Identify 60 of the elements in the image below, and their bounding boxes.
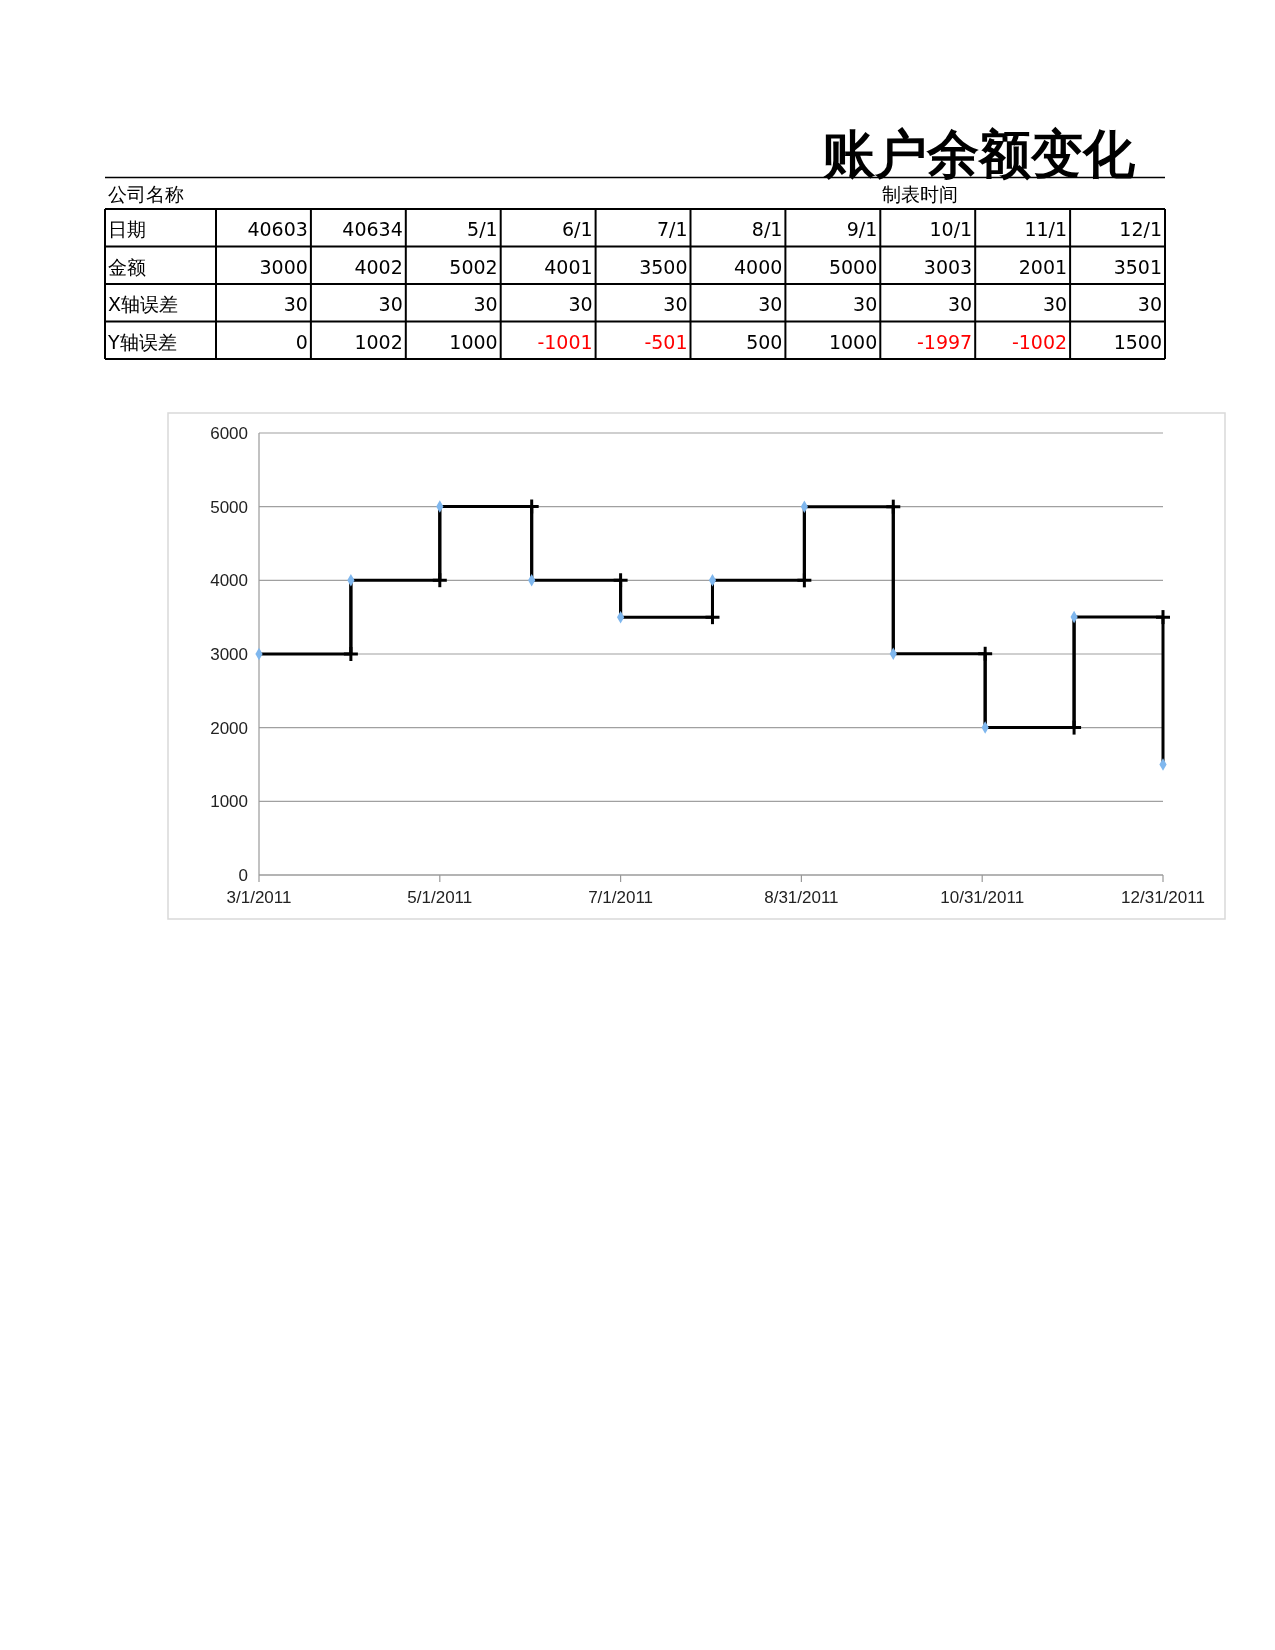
data-label: 30 bbox=[473, 293, 498, 315]
y-tick-label: 4000 bbox=[210, 571, 248, 591]
text: 制表时间 bbox=[882, 183, 959, 205]
data-label: 1000 bbox=[449, 330, 498, 353]
data-label: 30 bbox=[378, 293, 403, 315]
data-label: 30 bbox=[283, 293, 308, 315]
data-label: 1000 bbox=[828, 330, 878, 353]
data-label: 5002 bbox=[449, 255, 498, 278]
y-tick-label: 6000 bbox=[210, 424, 248, 443]
data-label: 1002 bbox=[354, 330, 403, 353]
x-tick-label: 5/1/2011 bbox=[407, 888, 473, 907]
y-tick-label: 5000 bbox=[210, 497, 248, 517]
x-tick-label: 10/31/2011 bbox=[940, 888, 1025, 907]
legend-label: 金额 bbox=[108, 255, 146, 278]
data-label: 4002 bbox=[354, 255, 403, 278]
data-label: 30 bbox=[663, 293, 688, 315]
category-label: 9/1 bbox=[846, 218, 878, 240]
data-label: 5000 bbox=[828, 255, 878, 278]
data-label: 3500 bbox=[639, 255, 688, 278]
legend-label: X轴误差 bbox=[108, 293, 179, 315]
data-label: 4000 bbox=[734, 255, 783, 278]
data-label: -501 bbox=[644, 330, 688, 353]
data-label: -1001 bbox=[537, 330, 593, 353]
category-label: 40634 bbox=[342, 218, 403, 240]
text: 账户余额变化 bbox=[823, 124, 1136, 184]
category-label: 8/1 bbox=[751, 218, 783, 240]
category-label: 40603 bbox=[247, 218, 308, 240]
data-label: 500 bbox=[746, 330, 783, 353]
data-label: 0 bbox=[295, 330, 308, 353]
data-label: 30 bbox=[948, 293, 973, 315]
category-label: 7/1 bbox=[656, 218, 688, 240]
x-tick-label: 3/1/2011 bbox=[226, 888, 292, 907]
category-label: 6/1 bbox=[562, 218, 593, 240]
data-label: 1500 bbox=[1113, 330, 1162, 353]
y-tick-label: 2000 bbox=[210, 718, 248, 738]
category-label: 12/1 bbox=[1119, 218, 1162, 240]
y-tick-label: 0 bbox=[238, 866, 248, 885]
category-label: 5/1 bbox=[467, 218, 498, 240]
data-label: 30 bbox=[568, 293, 593, 315]
text: 公司名称 bbox=[108, 183, 184, 205]
category-label: 10/1 bbox=[929, 218, 973, 240]
x-tick-label: 12/31/2011 bbox=[1121, 888, 1205, 907]
category-label: 11/1 bbox=[1024, 218, 1068, 240]
y-tick-label: 1000 bbox=[210, 792, 248, 812]
data-label: 3000 bbox=[259, 255, 308, 278]
data-label: 3003 bbox=[923, 255, 973, 278]
data-label: 3501 bbox=[1113, 255, 1162, 278]
data-label: -1002 bbox=[1011, 330, 1068, 353]
text: Y轴误差 bbox=[107, 330, 177, 353]
text: 日期 bbox=[108, 218, 146, 240]
data-label: 30 bbox=[758, 293, 783, 315]
y-tick-label: 3000 bbox=[210, 645, 248, 664]
data-label: 30 bbox=[853, 293, 878, 315]
data-label: 30 bbox=[1042, 293, 1068, 315]
x-tick-label: 7/1/2011 bbox=[588, 888, 654, 907]
data-label: 4001 bbox=[544, 255, 593, 278]
data-label: 2001 bbox=[1018, 255, 1068, 278]
x-tick-label: 8/31/2011 bbox=[764, 888, 839, 907]
data-label: -1997 bbox=[916, 330, 973, 353]
data-label: 30 bbox=[1137, 293, 1162, 315]
